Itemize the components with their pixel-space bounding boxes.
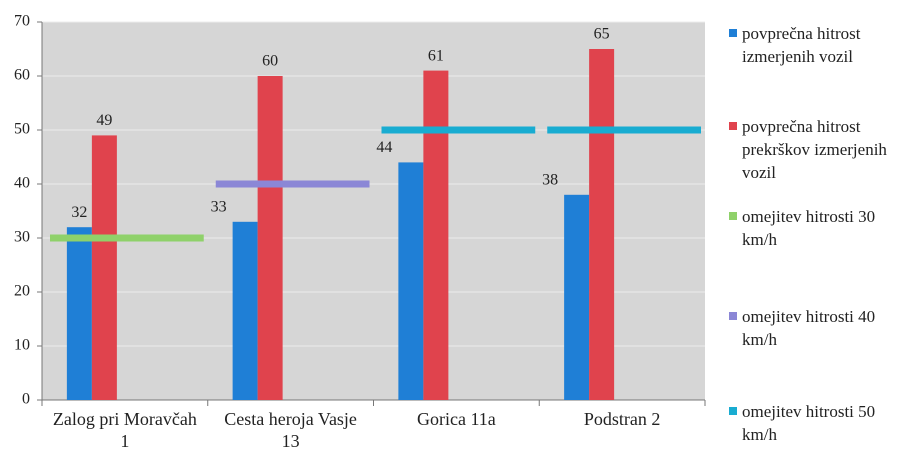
y-tick-label: 60 xyxy=(14,67,30,84)
y-tick-label: 40 xyxy=(14,175,30,192)
data-label: 32 xyxy=(71,204,87,221)
bar xyxy=(91,135,117,400)
bar xyxy=(398,162,424,400)
legend-entry: povprečna hitrost izmerjenih vozil xyxy=(729,22,902,68)
bar xyxy=(66,227,92,400)
data-label: 49 xyxy=(96,112,112,129)
x-tick-label: Gorica 11a xyxy=(416,409,496,429)
y-tick-label: 30 xyxy=(14,229,30,246)
bar xyxy=(232,221,258,400)
legend-entry: omejitev hitrosti 30 km/h xyxy=(729,205,902,251)
bar xyxy=(564,194,590,400)
data-label: 33 xyxy=(211,198,227,215)
legend-swatch xyxy=(729,407,737,415)
legend-entry: omejitev hitrosti 40 km/h xyxy=(729,305,902,351)
data-label: 65 xyxy=(594,26,610,43)
y-tick-label: 20 xyxy=(14,283,30,300)
y-tick-label: 0 xyxy=(22,391,30,408)
legend-swatch xyxy=(729,212,737,220)
legend-swatch xyxy=(729,29,737,37)
bar xyxy=(423,70,449,400)
bar xyxy=(257,76,283,400)
x-tick-label: Cesta heroja Vasje 13 xyxy=(224,409,357,451)
x-tick-label: Podstran 2 xyxy=(583,409,661,429)
data-label: 38 xyxy=(542,171,558,188)
data-label: 44 xyxy=(376,139,392,156)
y-tick-label: 70 xyxy=(14,13,30,30)
legend-entry: omejitev hitrosti 50 km/h xyxy=(729,400,902,446)
y-tick-label: 50 xyxy=(14,121,30,138)
x-tick-label: Zalog pri Moravčah 1 xyxy=(52,409,197,451)
data-label: 61 xyxy=(428,47,444,64)
y-tick-label: 10 xyxy=(14,337,30,354)
bar xyxy=(589,49,615,400)
legend-swatch xyxy=(729,122,737,130)
legend-entry: povprečna hitrost prekrškov izmerjenih v… xyxy=(729,115,902,184)
legend-swatch xyxy=(729,312,737,320)
data-label: 60 xyxy=(262,53,278,70)
